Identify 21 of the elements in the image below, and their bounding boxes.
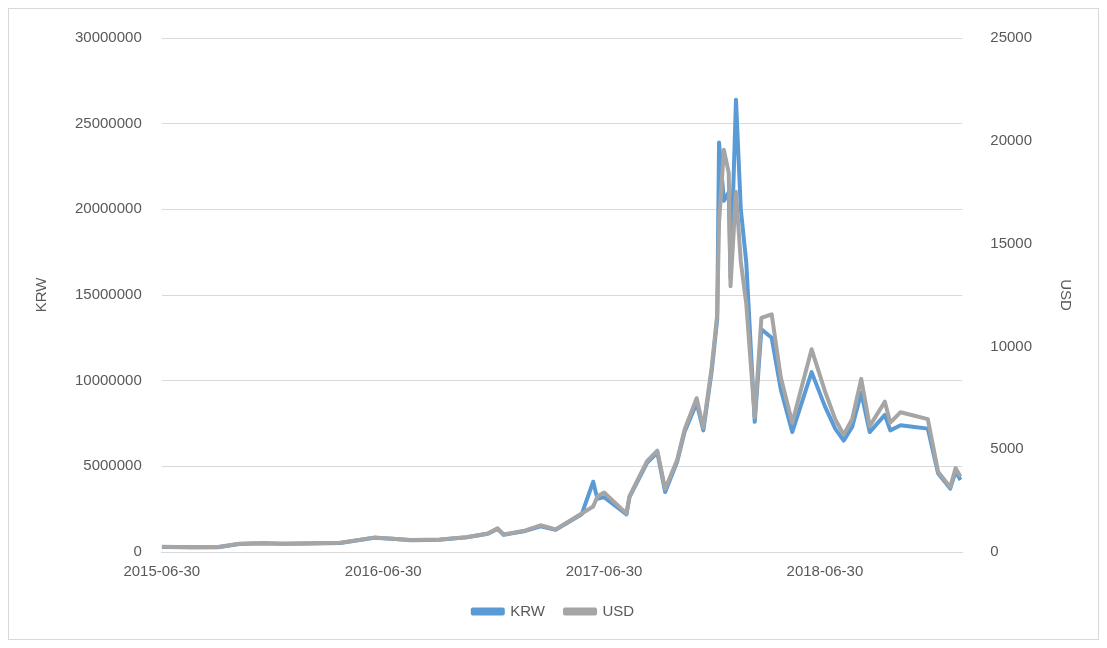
x-tick-label: 2018-06-30 bbox=[786, 562, 864, 580]
y-tick-label: 25000000 bbox=[74, 113, 142, 131]
y2-tick-label: 0 bbox=[990, 542, 999, 560]
y-tick-label: 20000000 bbox=[74, 199, 142, 217]
y-tick-label: 15000000 bbox=[74, 285, 142, 303]
x-tick-label: 2017-06-30 bbox=[565, 562, 643, 580]
y-axis-title: KRW bbox=[32, 276, 50, 313]
y2-tick-label: 5000 bbox=[990, 439, 1024, 457]
y-tick-label: 30000000 bbox=[74, 28, 142, 46]
y2-tick-label: 25000 bbox=[990, 28, 1033, 46]
y2-tick-label: 20000 bbox=[990, 130, 1033, 148]
y-tick-label: 10000000 bbox=[74, 370, 142, 388]
legend-label: USD bbox=[602, 601, 635, 619]
y2-tick-label: 15000 bbox=[990, 233, 1033, 251]
y-tick-label: 0 bbox=[133, 542, 142, 560]
x-tick-label: 2015-06-30 bbox=[123, 562, 201, 580]
legend-label: KRW bbox=[510, 601, 546, 619]
y2-tick-label: 10000 bbox=[990, 336, 1033, 354]
x-tick-label: 2016-06-30 bbox=[344, 562, 422, 580]
y-tick-label: 5000000 bbox=[83, 456, 142, 474]
y2-axis-title: USD bbox=[1057, 279, 1075, 311]
